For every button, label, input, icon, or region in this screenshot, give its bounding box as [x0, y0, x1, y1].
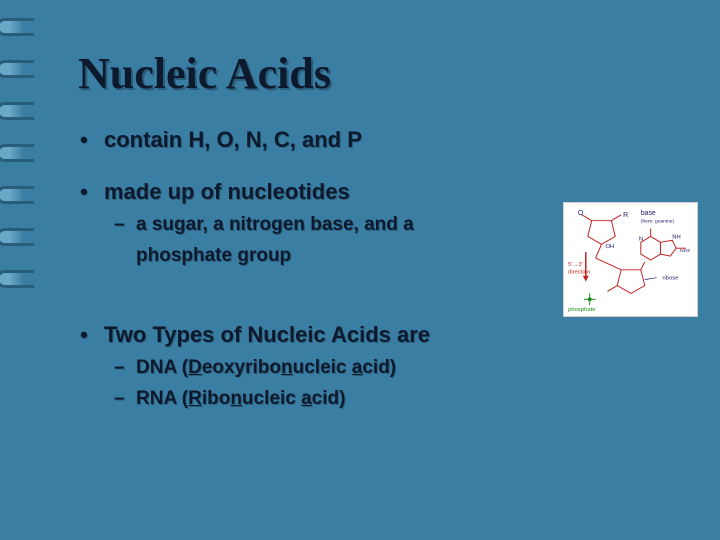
bullet-marker: • — [80, 322, 104, 348]
bullet-marker: – — [114, 213, 136, 238]
nucleotide-diagram: R O OH base (here: guanine) NH NH2 N rib — [563, 202, 698, 317]
bullet-marker: • — [80, 179, 104, 205]
bullet-level1: •contain H, O, N, C, and P — [76, 127, 700, 153]
bullet-marker: – — [114, 356, 136, 381]
spiral-ring — [0, 102, 34, 120]
bullet-level1: •Two Types of Nucleic Acids are — [76, 322, 700, 348]
bullet-text: contain H, O, N, C, and P — [104, 127, 362, 152]
base-sublabel: (here: guanine) — [641, 219, 675, 225]
spiral-ring — [0, 18, 34, 36]
spiral-ring — [0, 228, 34, 246]
atom-label: O — [578, 210, 583, 217]
slide-title: Nucleic Acids — [78, 48, 700, 99]
bullet-marker: – — [114, 387, 136, 412]
bullet-marker: • — [80, 127, 104, 153]
spiral-ring — [0, 186, 34, 204]
spiral-ring — [0, 60, 34, 78]
spiral-ring — [0, 144, 34, 162]
bullet-text: made up of nucleotides — [104, 179, 350, 204]
direction-label: 5'→3' — [568, 262, 583, 268]
ribose-label: ribose — [662, 276, 678, 282]
bullet-text: phosphate group — [136, 245, 291, 266]
bullet-text: Two Types of Nucleic Acids are — [104, 322, 430, 347]
spiral-binding — [0, 0, 36, 540]
bullet-text: DNA (Deoxyribonucleic acid) — [136, 357, 396, 378]
chemical-structure-svg: R O OH base (here: guanine) NH NH2 N rib — [564, 203, 697, 316]
bullet-text: RNA (Ribonucleic acid) — [136, 388, 345, 409]
atom-label: N — [639, 236, 643, 242]
phosphate-label: phosphate — [568, 307, 595, 313]
spiral-ring — [0, 270, 34, 288]
bullet-level2: –RNA (Ribonucleic acid) — [76, 387, 700, 412]
slide: Nucleic Acids •contain H, O, N, C, and P… — [0, 0, 720, 540]
base-label: base — [641, 210, 656, 217]
atom-label: NH — [672, 234, 681, 240]
atom-label: OH — [605, 244, 614, 250]
atom-label: R — [623, 212, 628, 219]
bullet-text: a sugar, a nitrogen base, and a — [136, 214, 414, 235]
atom-label: NH2 — [680, 248, 690, 254]
bullet-level2: –DNA (Deoxyribonucleic acid) — [76, 356, 700, 381]
direction-label2: direction — [568, 270, 590, 276]
